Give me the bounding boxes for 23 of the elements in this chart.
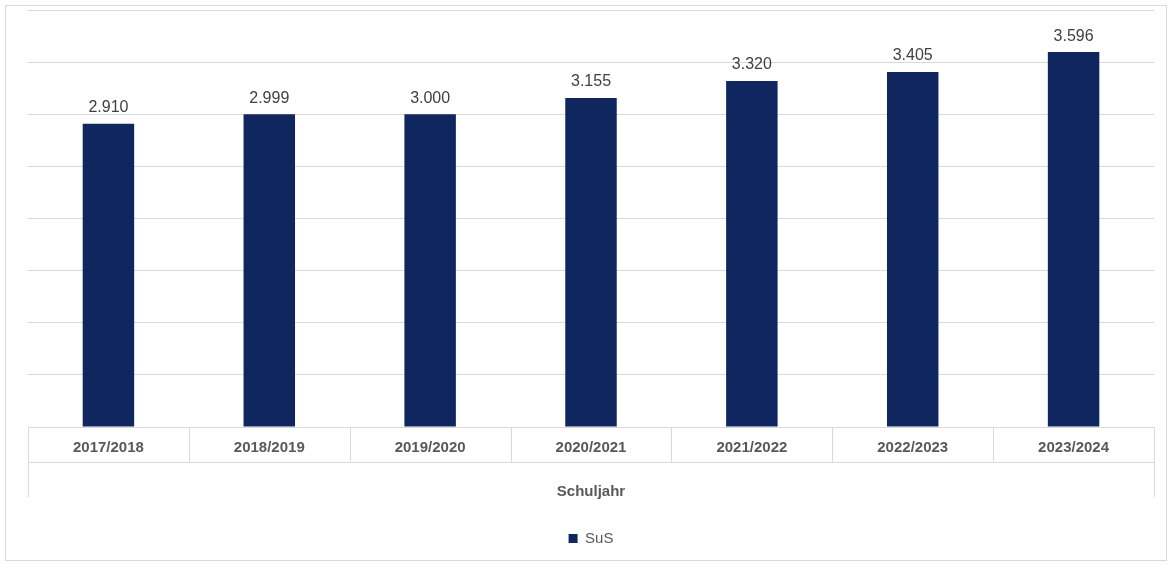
x-tick-label: 2019/2020 (394, 438, 466, 456)
data-label: 3.405 (892, 46, 933, 64)
x-tick-label: 2023/2024 (1038, 438, 1110, 456)
x-tick-label: 2021/2022 (716, 438, 788, 456)
bar (1047, 52, 1100, 427)
x-tick-label: 2020/2021 (555, 438, 627, 456)
data-label: 3.596 (1053, 26, 1094, 44)
data-label: 3.155 (570, 72, 612, 90)
bar (565, 98, 617, 427)
data-label: 2.999 (249, 88, 290, 106)
bar (82, 123, 135, 427)
bar (404, 114, 456, 427)
x-axis-title: Schuljahr (556, 482, 626, 500)
bar (243, 114, 296, 427)
x-tick-label: 2017/2018 (72, 438, 144, 456)
x-tick-label: 2018/2019 (233, 438, 305, 456)
bar (886, 72, 939, 427)
legend-label: SuS (585, 528, 614, 546)
data-label: 3.000 (410, 88, 451, 106)
data-label: 2.910 (88, 98, 129, 116)
bar (726, 80, 778, 427)
data-label: 3.320 (731, 55, 772, 73)
x-tick-label: 2022/2023 (877, 438, 949, 456)
